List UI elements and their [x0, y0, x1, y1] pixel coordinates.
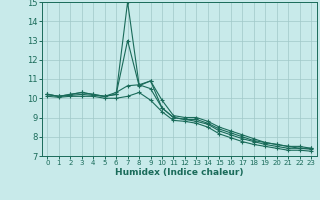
X-axis label: Humidex (Indice chaleur): Humidex (Indice chaleur) [115, 168, 244, 177]
